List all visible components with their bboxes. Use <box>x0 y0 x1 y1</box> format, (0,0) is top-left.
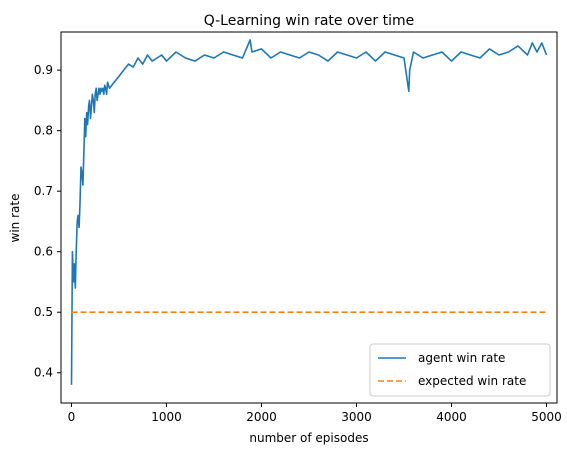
legend-label-expected-win-rate: expected win rate <box>418 374 526 388</box>
x-tick-label: 4000 <box>436 410 467 424</box>
x-tick-label: 2000 <box>246 410 277 424</box>
chart-title: Q-Learning win rate over time <box>204 13 415 29</box>
x-tick-label: 0 <box>68 410 76 424</box>
x-axis-label: number of episodes <box>249 431 368 445</box>
y-axis-label: win rate <box>8 194 22 243</box>
x-tick-label: 1000 <box>151 410 182 424</box>
y-axis: 0.4 0.5 0.6 0.7 0.8 0.9 <box>34 63 61 380</box>
plot-area <box>60 31 558 404</box>
x-tick-label: 3000 <box>341 410 372 424</box>
x-tick-label: 5000 <box>531 410 562 424</box>
legend-label-agent-win-rate: agent win rate <box>418 351 505 365</box>
series-layer <box>70 39 548 385</box>
x-axis: 0 1000 2000 3000 4000 5000 <box>68 403 562 424</box>
y-tick-label: 0.9 <box>34 63 53 77</box>
y-tick-label: 0.5 <box>34 305 53 319</box>
y-tick-label: 0.4 <box>34 366 53 380</box>
legend: agent win rate expected win rate <box>369 343 551 397</box>
y-tick-label: 0.6 <box>34 245 53 259</box>
y-tick-label: 0.7 <box>34 184 53 198</box>
legend-box <box>369 343 551 397</box>
series-line-agent-win-rate <box>70 39 548 385</box>
y-tick-label: 0.8 <box>34 124 53 138</box>
